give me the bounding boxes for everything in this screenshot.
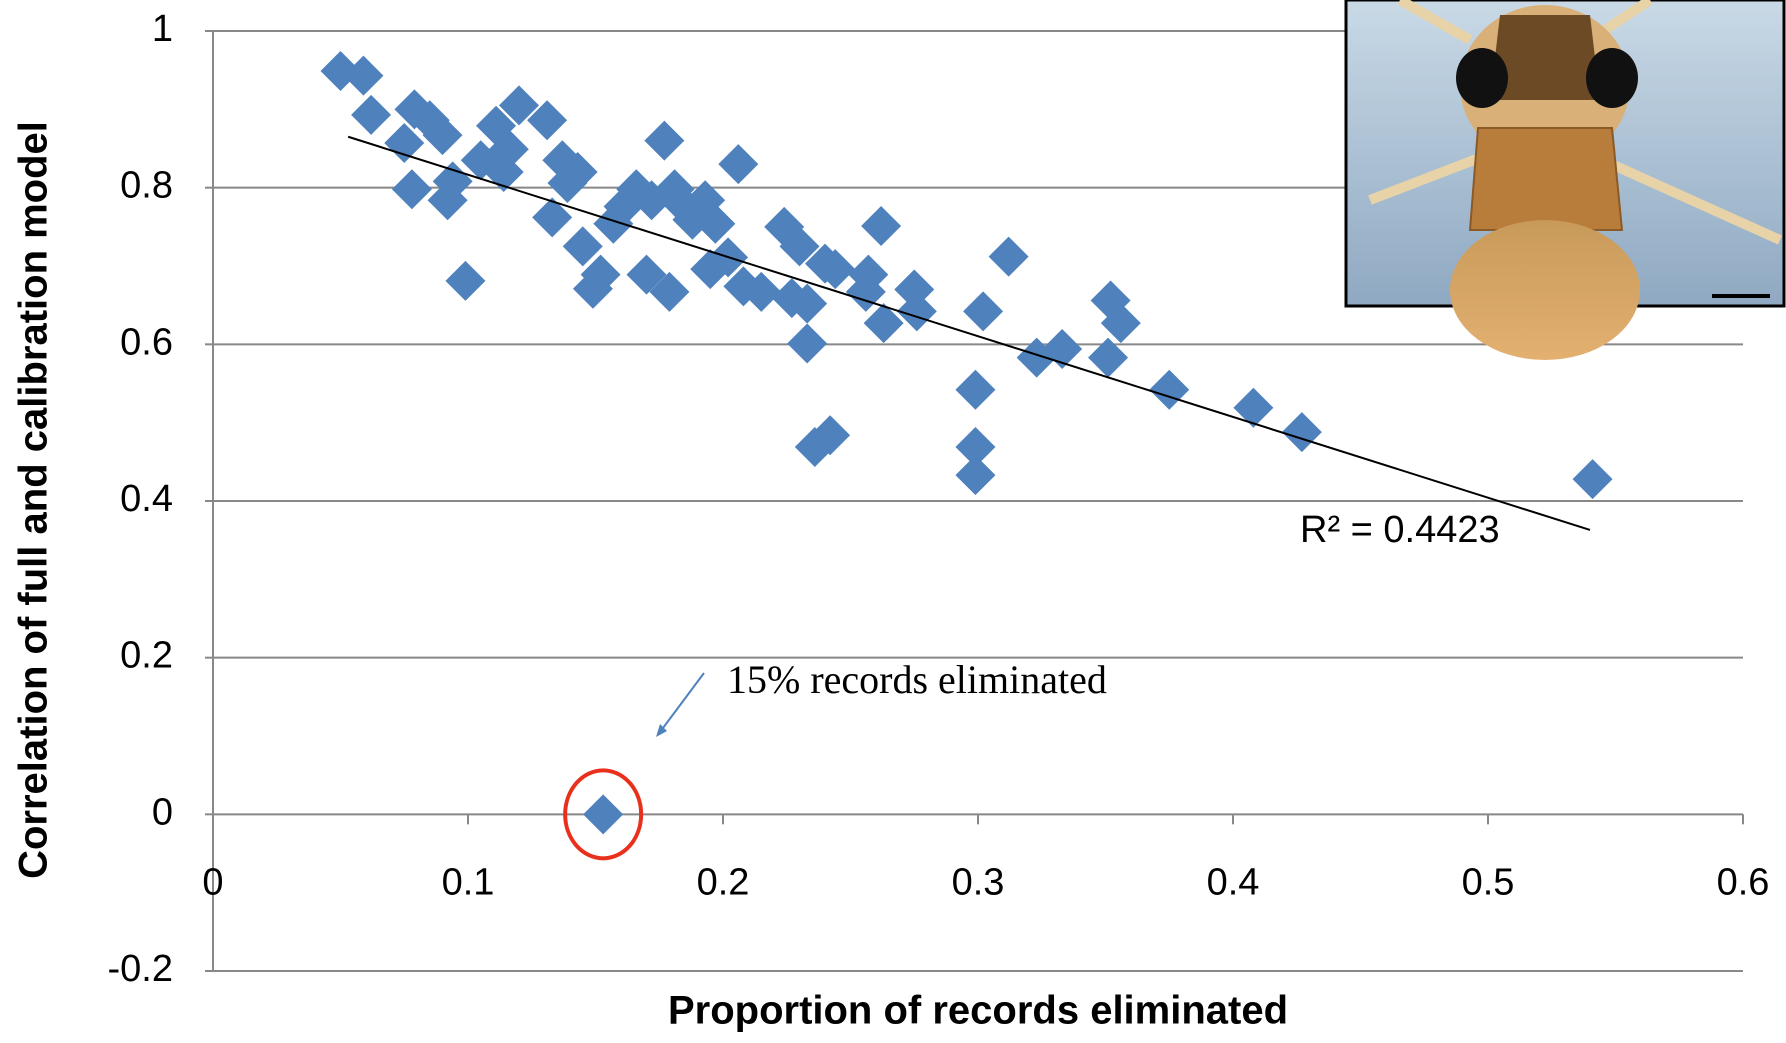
point — [583, 794, 624, 835]
point — [1100, 303, 1141, 344]
y-tick-label: 0.2 — [120, 635, 173, 677]
point — [955, 426, 996, 467]
x-tick-label: 0.3 — [952, 861, 1005, 903]
point — [384, 123, 425, 164]
point — [863, 303, 904, 344]
y-tick-label: 1 — [152, 8, 173, 50]
x-tick-label: 0.1 — [442, 861, 495, 903]
inset-photo — [1344, 0, 1786, 360]
y-tick-label: 0.8 — [120, 165, 173, 207]
point — [432, 161, 473, 202]
point — [815, 249, 856, 290]
point — [557, 152, 598, 192]
point — [488, 129, 529, 170]
x-axis-title: Proportion of records eliminated — [668, 989, 1288, 1033]
y-tick-label: 0.6 — [120, 321, 173, 363]
point — [527, 100, 568, 141]
point — [580, 254, 621, 295]
point — [896, 291, 937, 332]
x-tick-label: 0.6 — [1717, 861, 1770, 903]
point — [445, 260, 486, 301]
annotation: 15% records eliminated — [727, 657, 1107, 702]
point — [351, 94, 392, 135]
annotation-arrow — [659, 672, 705, 733]
point — [955, 369, 996, 410]
point — [644, 120, 685, 161]
point — [695, 203, 736, 244]
point — [718, 144, 759, 185]
point — [787, 323, 828, 364]
point — [422, 115, 463, 156]
x-tick-label: 0.2 — [697, 861, 750, 903]
point — [626, 254, 667, 295]
point — [787, 283, 828, 324]
arrow-head — [656, 724, 667, 737]
point — [1281, 412, 1322, 453]
point — [848, 254, 889, 295]
point — [649, 271, 690, 312]
point — [1572, 459, 1613, 500]
highlight-circle — [563, 768, 644, 861]
point — [861, 206, 902, 247]
point — [1149, 369, 1190, 410]
x-tick-label: 0.4 — [1207, 861, 1260, 903]
point — [988, 236, 1029, 277]
y-axis-title: Correlation of full and calibration mode… — [12, 121, 56, 879]
point — [779, 226, 820, 267]
point — [562, 226, 603, 267]
x-tick-label: 0 — [202, 861, 223, 903]
point — [476, 105, 517, 146]
point — [1233, 387, 1274, 428]
point — [343, 55, 384, 96]
point — [963, 291, 1004, 332]
point — [532, 197, 573, 238]
trendline — [347, 135, 1591, 531]
y-tick-label: 0.4 — [120, 478, 173, 520]
point — [741, 271, 782, 312]
point — [810, 415, 851, 456]
y-tick-label: 0 — [152, 791, 173, 833]
point — [499, 85, 539, 126]
point — [1088, 337, 1129, 378]
y-tick-label: -0.2 — [108, 948, 173, 990]
trendline-label: R² = 0.4423 — [1300, 509, 1500, 551]
point — [391, 169, 432, 210]
x-tick-label: 0.5 — [1462, 861, 1515, 903]
point — [955, 455, 996, 496]
